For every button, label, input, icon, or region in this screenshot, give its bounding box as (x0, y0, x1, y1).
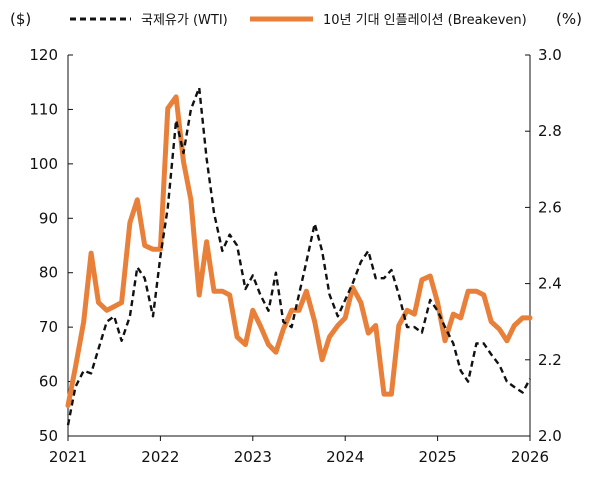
legend-wti-label: 국제유가 (WTI) (141, 13, 228, 28)
right-axis: 2.0 2.2 2.4 2.6 2.8 3.0 (525, 46, 562, 445)
x-tick-label: 2024 (326, 448, 364, 466)
x-tick-label: 2026 (511, 448, 549, 466)
left-tick-label: 50 (39, 427, 58, 445)
series-line-wti (66, 86, 532, 426)
x-axis: 2021 2022 2023 2024 2025 2026 (49, 436, 549, 466)
plot-frame (67, 55, 531, 437)
x-tick-label: 2022 (141, 448, 179, 466)
right-tick-label: 3.0 (538, 46, 562, 64)
left-tick-label: 90 (39, 209, 58, 227)
left-tick-label: 100 (29, 155, 58, 173)
right-tick-label: 2.4 (538, 275, 562, 293)
left-tick-label: 70 (39, 318, 58, 336)
series-layer (65, 86, 533, 426)
x-tick-label: 2025 (419, 448, 457, 466)
left-tick-label: 110 (29, 100, 58, 118)
x-tick-label: 2023 (234, 448, 272, 466)
legend: 국제유가 (WTI) 10년 기대 인플레이션 (Breakeven) (70, 13, 527, 28)
right-tick-label: 2.6 (538, 198, 562, 216)
right-tick-label: 2.2 (538, 351, 562, 369)
left-tick-label: 60 (39, 373, 58, 391)
left-axis-unit: ($) (10, 10, 31, 28)
right-tick-label: 2.8 (538, 122, 562, 140)
right-axis-unit: (%) (556, 10, 582, 28)
right-tick-label: 2.0 (538, 427, 562, 445)
left-tick-label: 120 (29, 46, 58, 64)
left-axis: 50 60 70 80 90 100 110 120 (29, 46, 73, 445)
series-line-breakeven (65, 94, 533, 408)
legend-breakeven-label: 10년 기대 인플레이션 (Breakeven) (323, 13, 527, 28)
left-tick-label: 80 (39, 264, 58, 282)
x-tick-label: 2021 (49, 448, 87, 466)
